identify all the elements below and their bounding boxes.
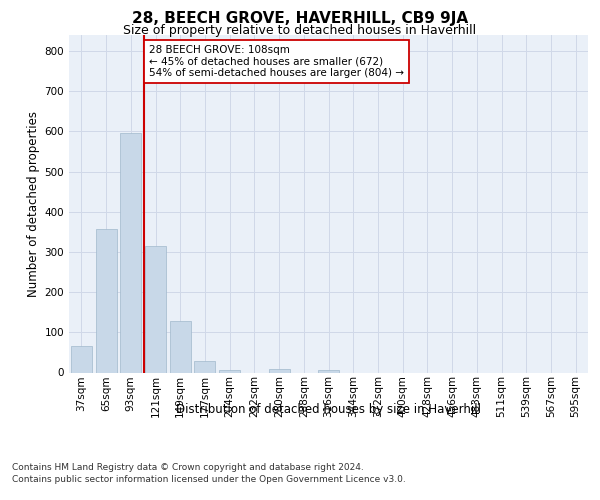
- Text: 28, BEECH GROVE, HAVERHILL, CB9 9JA: 28, BEECH GROVE, HAVERHILL, CB9 9JA: [132, 11, 468, 26]
- Text: Contains public sector information licensed under the Open Government Licence v3: Contains public sector information licen…: [12, 475, 406, 484]
- Text: Size of property relative to detached houses in Haverhill: Size of property relative to detached ho…: [124, 24, 476, 37]
- Bar: [145, 246, 166, 372]
- Bar: [219, 370, 240, 372]
- Text: Contains HM Land Registry data © Crown copyright and database right 2024.: Contains HM Land Registry data © Crown c…: [12, 462, 364, 471]
- Bar: [71, 346, 92, 372]
- Bar: [269, 370, 290, 372]
- Text: Distribution of detached houses by size in Haverhill: Distribution of detached houses by size …: [176, 402, 481, 415]
- Bar: [170, 321, 191, 372]
- Bar: [194, 361, 215, 372]
- Bar: [120, 134, 141, 372]
- Bar: [318, 370, 339, 372]
- Bar: [95, 229, 116, 372]
- Y-axis label: Number of detached properties: Number of detached properties: [28, 111, 40, 296]
- Text: 28 BEECH GROVE: 108sqm
← 45% of detached houses are smaller (672)
54% of semi-de: 28 BEECH GROVE: 108sqm ← 45% of detached…: [149, 45, 404, 78]
